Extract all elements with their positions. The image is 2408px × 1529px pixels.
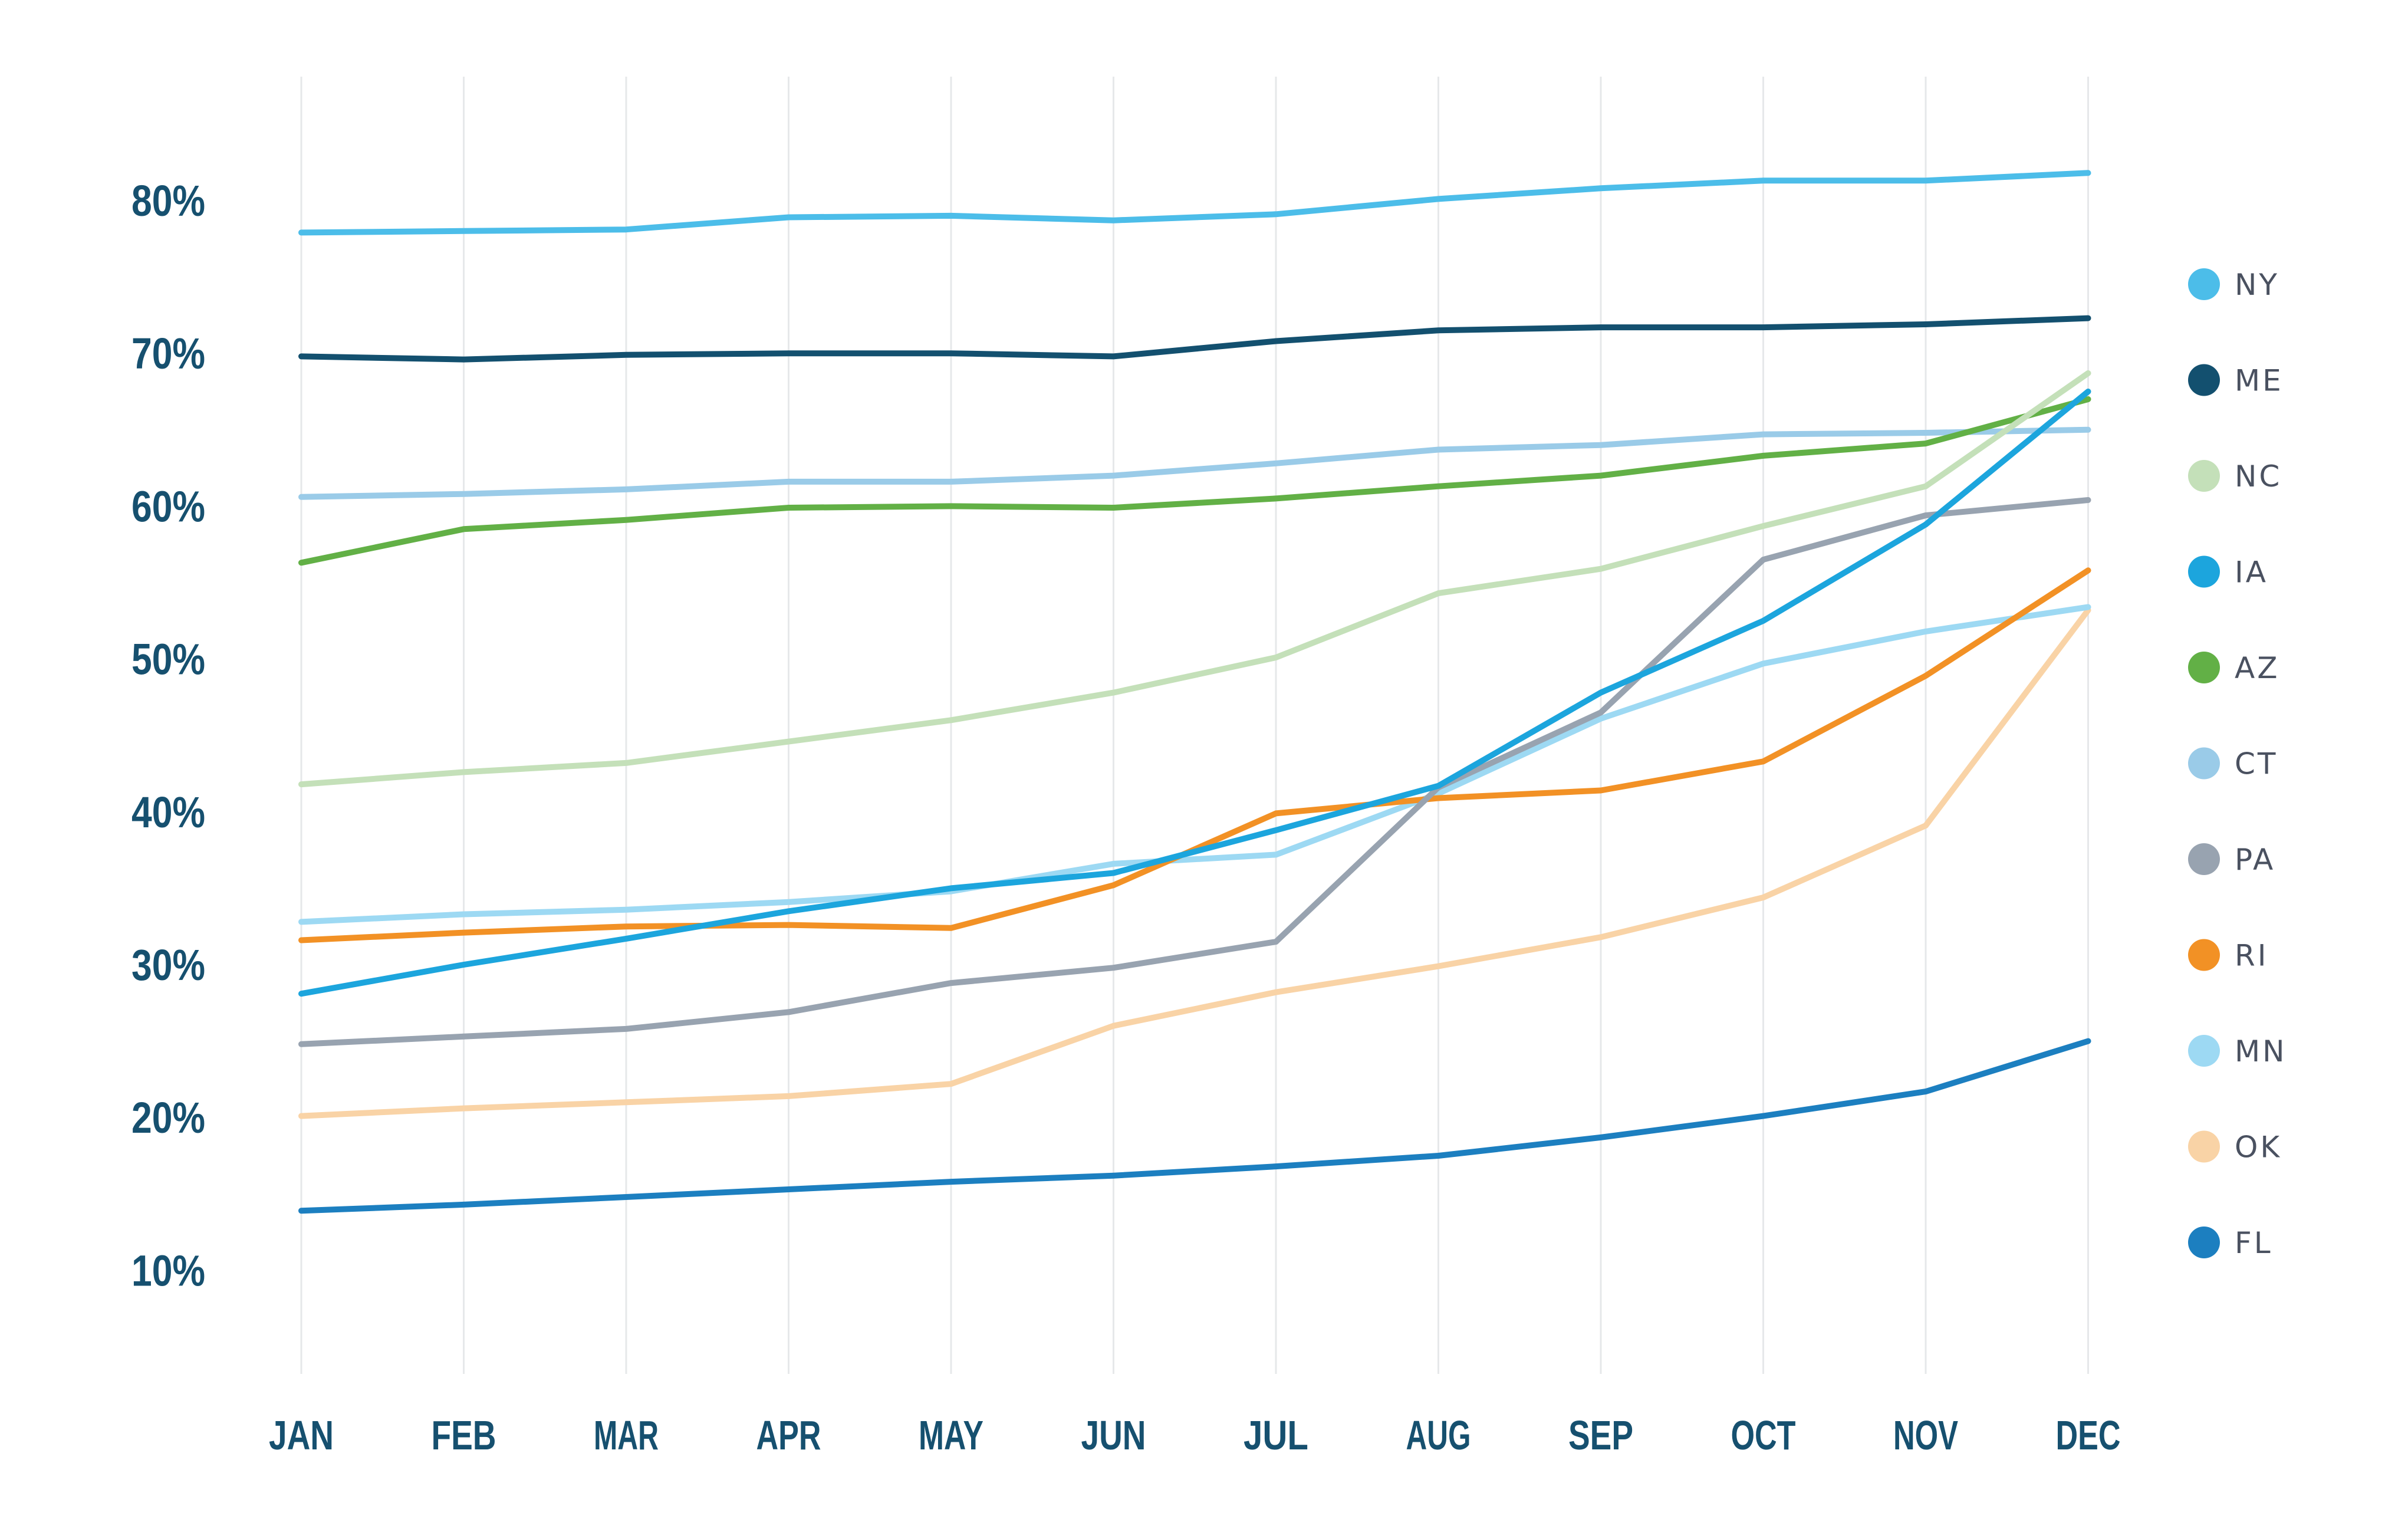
x-tick-label: JUL (1244, 1412, 1308, 1458)
legend-swatch-icon (2188, 555, 2220, 588)
x-tick-label: NOV (1893, 1412, 1958, 1458)
legend-swatch-icon (2188, 652, 2220, 683)
legend-item-mn: MN (2188, 1034, 2287, 1068)
series-line-ny (298, 170, 2091, 236)
series-line-me (298, 315, 2091, 363)
series-line-pa (298, 497, 2091, 1047)
x-tick-label: FEB (432, 1412, 496, 1458)
legend-item-nc: NC (2188, 459, 2282, 494)
y-tick-label: 40% (131, 788, 205, 837)
series-line-az (298, 396, 2091, 566)
x-tick-label: OCT (1731, 1412, 1796, 1458)
legend-swatch-icon (2188, 843, 2220, 875)
legend-label: NY (2235, 268, 2279, 302)
x-tick-label: MAR (594, 1412, 659, 1458)
x-axis-ticks: JAN FEB MAR APR MAY JUN JUL AUG SEP OCT NOV DEC (269, 1412, 2121, 1458)
x-tick-label: JUN (1081, 1412, 1146, 1458)
legend-swatch-icon (2188, 1227, 2220, 1258)
vertical-gridlines (300, 77, 2089, 1374)
legend-item-ri: RI (2188, 939, 2269, 973)
legend-label: PA (2235, 843, 2275, 877)
legend-swatch-icon (2188, 460, 2220, 492)
legend-swatch-icon (2188, 939, 2220, 971)
y-tick-label: 10% (131, 1246, 205, 1295)
legend-item-ny: NY (2188, 268, 2279, 302)
y-axis-ticks: 80% 70% 60% 50% 40% 30% 20% 10% (131, 176, 205, 1295)
y-tick-label: 50% (131, 635, 205, 684)
legend-label: NC (2235, 459, 2282, 494)
legend-swatch-icon (2188, 747, 2220, 780)
legend-label: OK (2235, 1130, 2282, 1165)
y-tick-label: 60% (131, 482, 205, 531)
x-tick-label: JAN (269, 1412, 334, 1458)
legend-item-pa: PA (2188, 843, 2275, 877)
x-tick-label: MAY (919, 1412, 983, 1458)
y-tick-label: 20% (131, 1093, 205, 1142)
legend-label: RI (2235, 939, 2269, 973)
legend-label: ME (2235, 364, 2284, 398)
legend-swatch-icon (2188, 1035, 2220, 1067)
y-tick-label: 80% (131, 176, 205, 225)
legend-label: AZ (2235, 651, 2279, 685)
legend-item-me: ME (2188, 364, 2284, 398)
legend: NY ME NC IA AZ CT PA RI MN OK FL (2188, 268, 2287, 1260)
legend-label: FL (2235, 1226, 2273, 1260)
series-line-nc (298, 370, 2091, 788)
series-line-ct (298, 426, 2091, 500)
x-tick-label: AUG (1406, 1412, 1471, 1458)
series-line-ri (298, 567, 2091, 943)
series-line-ia (298, 389, 2091, 997)
legend-item-ia: IA (2188, 555, 2268, 590)
series-line-ok (298, 607, 2091, 1119)
legend-swatch-icon (2188, 1130, 2220, 1163)
y-tick-label: 30% (131, 941, 205, 989)
y-tick-label: 70% (131, 329, 205, 378)
legend-item-az: AZ (2188, 651, 2279, 685)
x-tick-label: SEP (1568, 1412, 1633, 1458)
legend-label: MN (2235, 1034, 2287, 1068)
legend-label: CT (2235, 747, 2278, 781)
series-line-fl (298, 1038, 2091, 1214)
legend-item-ok: OK (2188, 1130, 2282, 1165)
legend-label: IA (2235, 555, 2268, 590)
legend-swatch-icon (2188, 268, 2220, 300)
legend-item-ct: CT (2188, 747, 2278, 781)
series-line-mn (298, 604, 2091, 925)
x-tick-label: APR (756, 1412, 821, 1458)
x-tick-label: DEC (2056, 1412, 2121, 1458)
legend-item-fl: FL (2188, 1226, 2273, 1260)
series-lines (298, 170, 2091, 1214)
legend-swatch-icon (2188, 364, 2220, 396)
